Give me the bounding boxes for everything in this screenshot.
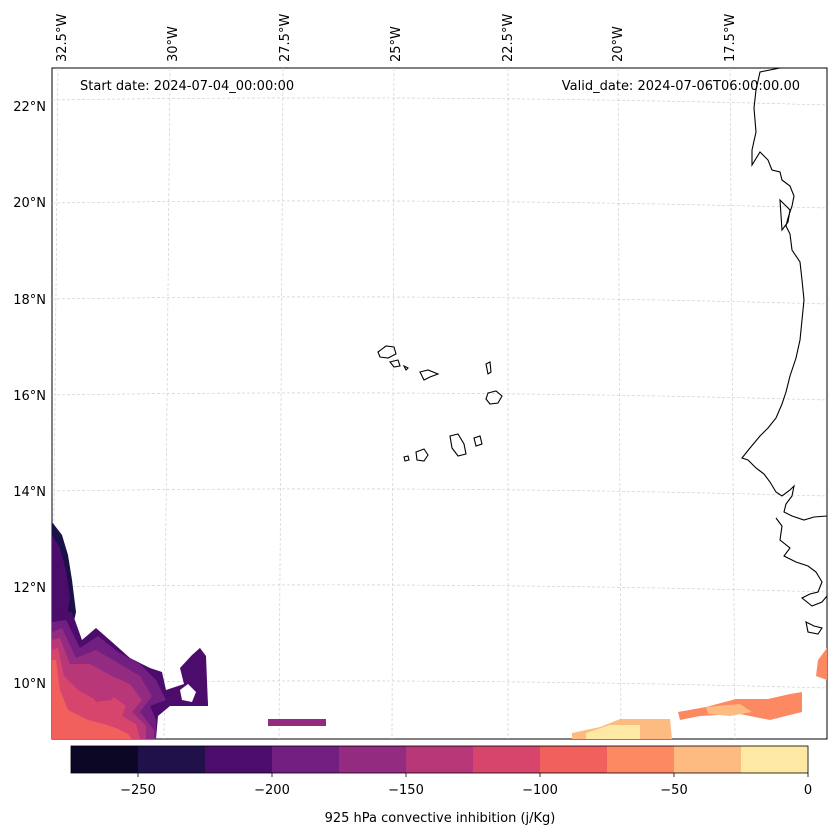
island-santo-antao [377, 345, 397, 359]
lat-label-14n: 14°N [13, 485, 46, 500]
africa-coastline [741, 68, 827, 521]
lat-label-12n: 12°N [13, 581, 46, 596]
colorbar-tick-label-neg100: −100 [522, 783, 558, 798]
start-date-label: Start date: 2024-07-04_00:00:00 [80, 79, 294, 94]
colorbar-tick-label-neg150: −150 [388, 783, 424, 798]
coastlines [741, 68, 827, 635]
lon-label-32-5w: 32.5°W [55, 14, 70, 62]
colorbar-tick-label-neg250: −250 [120, 783, 156, 798]
colorbar-segment [540, 746, 608, 773]
lon-label-27-5w: 27.5°W [278, 14, 293, 62]
colorbar-ticks [137, 773, 809, 777]
island-boa-vista [485, 390, 503, 405]
lat-label-22n: 22°N [13, 100, 46, 115]
island-santiago [449, 433, 467, 457]
cape-verde-islands [377, 345, 503, 462]
colorbar-segment [607, 746, 675, 773]
colorbar-segment [473, 746, 541, 773]
map-frame [51, 67, 828, 740]
lat-label-18n: 18°N [13, 293, 46, 308]
island-fogo [415, 448, 429, 462]
lon-label-30w: 30°W [166, 26, 181, 62]
island-santa-luzia [402, 364, 409, 371]
colorbar-segment [674, 746, 742, 773]
lon-label-25w: 25°W [389, 26, 404, 62]
colorbar-label: 925 hPa convective inhibition (j/Kg) [325, 811, 556, 826]
colorbar-segment [272, 746, 340, 773]
colorbar-segment [71, 746, 139, 773]
cin-contours-central-patch [268, 719, 326, 726]
colorbar-segment [138, 746, 206, 773]
colorbar-tick-labels: −250 −200 −150 −100 −50 0 [120, 783, 812, 798]
lat-label-20n: 20°N [13, 196, 46, 211]
island-brava [403, 455, 410, 462]
longitude-labels: 32.5°W 30°W 27.5°W 25°W 22.5°W 20°W 17.5… [55, 14, 738, 62]
colorbar-tick-label-neg200: −200 [254, 783, 290, 798]
valid-date-label: Valid_date: 2024-07-06T06:00:00.00 [562, 79, 800, 94]
colorbar-segment [205, 746, 273, 773]
colorbar-segments [71, 746, 809, 773]
latitude-labels: 22°N 20°N 18°N 16°N 14°N 12°N 10°N [13, 100, 46, 692]
island-sao-vicente [389, 359, 401, 368]
cin-contours-southeast [572, 648, 827, 739]
colorbar: −250 −200 −150 −100 −50 0 925 hPa convec… [70, 745, 812, 826]
island-sal [485, 361, 492, 375]
lon-label-17-5w: 17.5°W [723, 14, 738, 62]
island-sao-nicolau [419, 369, 440, 381]
colorbar-segment [406, 746, 474, 773]
cin-contours-southwest [52, 522, 208, 739]
lat-label-16n: 16°N [13, 389, 46, 404]
colorbar-segment [741, 746, 809, 773]
lat-label-10n: 10°N [13, 677, 46, 692]
colorbar-tick-label-neg50: −50 [660, 783, 687, 798]
colorbar-segment [339, 746, 407, 773]
island-maio [473, 435, 483, 447]
colorbar-tick-label-0: 0 [804, 783, 812, 798]
colorbar-outline [70, 745, 809, 774]
lon-label-22-5w: 22.5°W [501, 14, 516, 62]
lon-label-20w: 20°W [611, 26, 626, 62]
